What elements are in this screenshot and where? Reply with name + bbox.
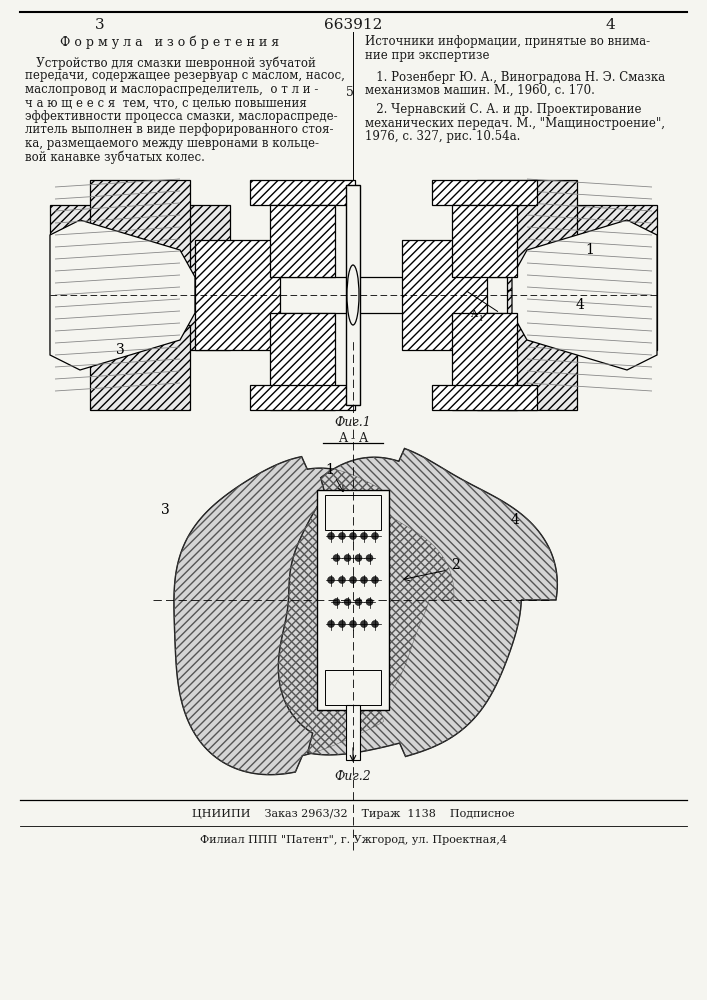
- Circle shape: [333, 554, 340, 562]
- Text: A: A: [470, 310, 477, 319]
- Polygon shape: [174, 457, 454, 775]
- Text: 2: 2: [450, 558, 460, 572]
- Bar: [317, 490, 389, 710]
- Circle shape: [344, 598, 351, 605]
- Circle shape: [366, 554, 373, 562]
- Text: передачи, содержащее резервуар с маслом, насос,: передачи, содержащее резервуар с маслом,…: [25, 70, 345, 83]
- Bar: [477, 325, 577, 410]
- Circle shape: [361, 532, 368, 540]
- Text: ние при экспертизе: ние при экспертизе: [365, 48, 489, 62]
- Text: ЦНИИПИ    Заказ 2963/32    Тираж  1138    Подписное: ЦНИИПИ Заказ 2963/32 Тираж 1138 Подписно…: [192, 809, 514, 819]
- Ellipse shape: [347, 265, 359, 325]
- Circle shape: [361, 620, 368, 628]
- Circle shape: [339, 576, 346, 584]
- Text: 1: 1: [325, 463, 334, 477]
- Bar: [432, 385, 537, 410]
- Text: ка, размещаемого между шевронами в кольце-: ка, размещаемого между шевронами в кольц…: [25, 137, 319, 150]
- Circle shape: [327, 620, 334, 628]
- Bar: [477, 205, 657, 350]
- Bar: [270, 313, 335, 410]
- Text: Фиг.1: Фиг.1: [334, 416, 371, 430]
- Bar: [195, 240, 280, 350]
- Bar: [402, 240, 487, 350]
- Text: 1: 1: [585, 243, 595, 257]
- Bar: [452, 205, 517, 277]
- Text: 1. Розенберг Ю. А., Виноградова Н. Э. Смазка: 1. Розенберг Ю. А., Виноградова Н. Э. См…: [365, 70, 665, 84]
- Text: 2. Чернавский С. А. и др. Проектирование: 2. Чернавский С. А. и др. Проектирование: [365, 103, 641, 116]
- Circle shape: [349, 532, 356, 540]
- Circle shape: [371, 576, 378, 584]
- Circle shape: [327, 576, 334, 584]
- Circle shape: [339, 532, 346, 540]
- Text: маслопровод и маслораспределитель,  о т л и -: маслопровод и маслораспределитель, о т л…: [25, 83, 318, 96]
- Bar: [346, 705, 360, 760]
- Text: A - A: A - A: [338, 432, 368, 444]
- Polygon shape: [512, 220, 657, 370]
- Polygon shape: [50, 220, 195, 370]
- Bar: [346, 185, 360, 405]
- Bar: [90, 325, 190, 410]
- Bar: [250, 180, 355, 205]
- Circle shape: [371, 620, 378, 628]
- Text: механических передач. М., "Мащиностроение",: механических передач. М., "Мащиностроени…: [365, 116, 665, 129]
- Circle shape: [355, 554, 362, 562]
- Text: механизмов машин. М., 1960, с. 170.: механизмов машин. М., 1960, с. 170.: [365, 84, 595, 97]
- Circle shape: [361, 576, 368, 584]
- Circle shape: [333, 598, 340, 605]
- Bar: [325, 495, 381, 530]
- Text: 4: 4: [510, 513, 520, 527]
- Text: 4: 4: [605, 18, 615, 32]
- Text: 3: 3: [95, 18, 105, 32]
- Text: 1: 1: [478, 315, 482, 323]
- Text: 3: 3: [116, 343, 124, 357]
- Bar: [50, 205, 230, 350]
- Circle shape: [349, 620, 356, 628]
- Text: Фиг.2: Фиг.2: [334, 770, 371, 782]
- Bar: [200, 277, 507, 313]
- Text: вой канавке зубчатых колес.: вой канавке зубчатых колес.: [25, 150, 205, 164]
- Circle shape: [366, 598, 373, 605]
- Circle shape: [327, 532, 334, 540]
- Text: эффективности процесса смазки, маслораспреде-: эффективности процесса смазки, маслорасп…: [25, 110, 338, 123]
- Circle shape: [371, 532, 378, 540]
- Bar: [90, 180, 190, 290]
- Bar: [325, 670, 381, 705]
- Circle shape: [349, 576, 356, 584]
- Text: 4: 4: [575, 298, 585, 312]
- Bar: [250, 385, 355, 410]
- Text: 1976, с. 327, рис. 10.54а.: 1976, с. 327, рис. 10.54а.: [365, 130, 520, 143]
- Bar: [432, 180, 537, 205]
- Text: Ф о р м у л а   и з о б р е т е н и я: Ф о р м у л а и з о б р е т е н и я: [60, 35, 279, 49]
- Text: 663912: 663912: [324, 18, 382, 32]
- Text: Источники информации, принятые во внима-: Источники информации, принятые во внима-: [365, 35, 650, 48]
- Text: 5: 5: [346, 86, 354, 99]
- Text: ч а ю щ е е с я  тем, что, с целью повышения: ч а ю щ е е с я тем, что, с целью повыше…: [25, 97, 307, 109]
- Circle shape: [344, 554, 351, 562]
- Bar: [50, 180, 660, 410]
- Text: литель выполнен в виде перфорированного стоя-: литель выполнен в виде перфорированного …: [25, 123, 334, 136]
- Text: Устройство для смазки шевронной зубчатой: Устройство для смазки шевронной зубчатой: [25, 56, 316, 70]
- Text: Филиал ППП "Патент", г. Ужгород, ул. Проектная,4: Филиал ППП "Патент", г. Ужгород, ул. Про…: [199, 835, 506, 845]
- Circle shape: [355, 598, 362, 605]
- Bar: [270, 205, 335, 277]
- Bar: [452, 313, 517, 410]
- Circle shape: [339, 620, 346, 628]
- Bar: [477, 180, 577, 290]
- Polygon shape: [279, 448, 557, 756]
- Text: 3: 3: [160, 503, 170, 517]
